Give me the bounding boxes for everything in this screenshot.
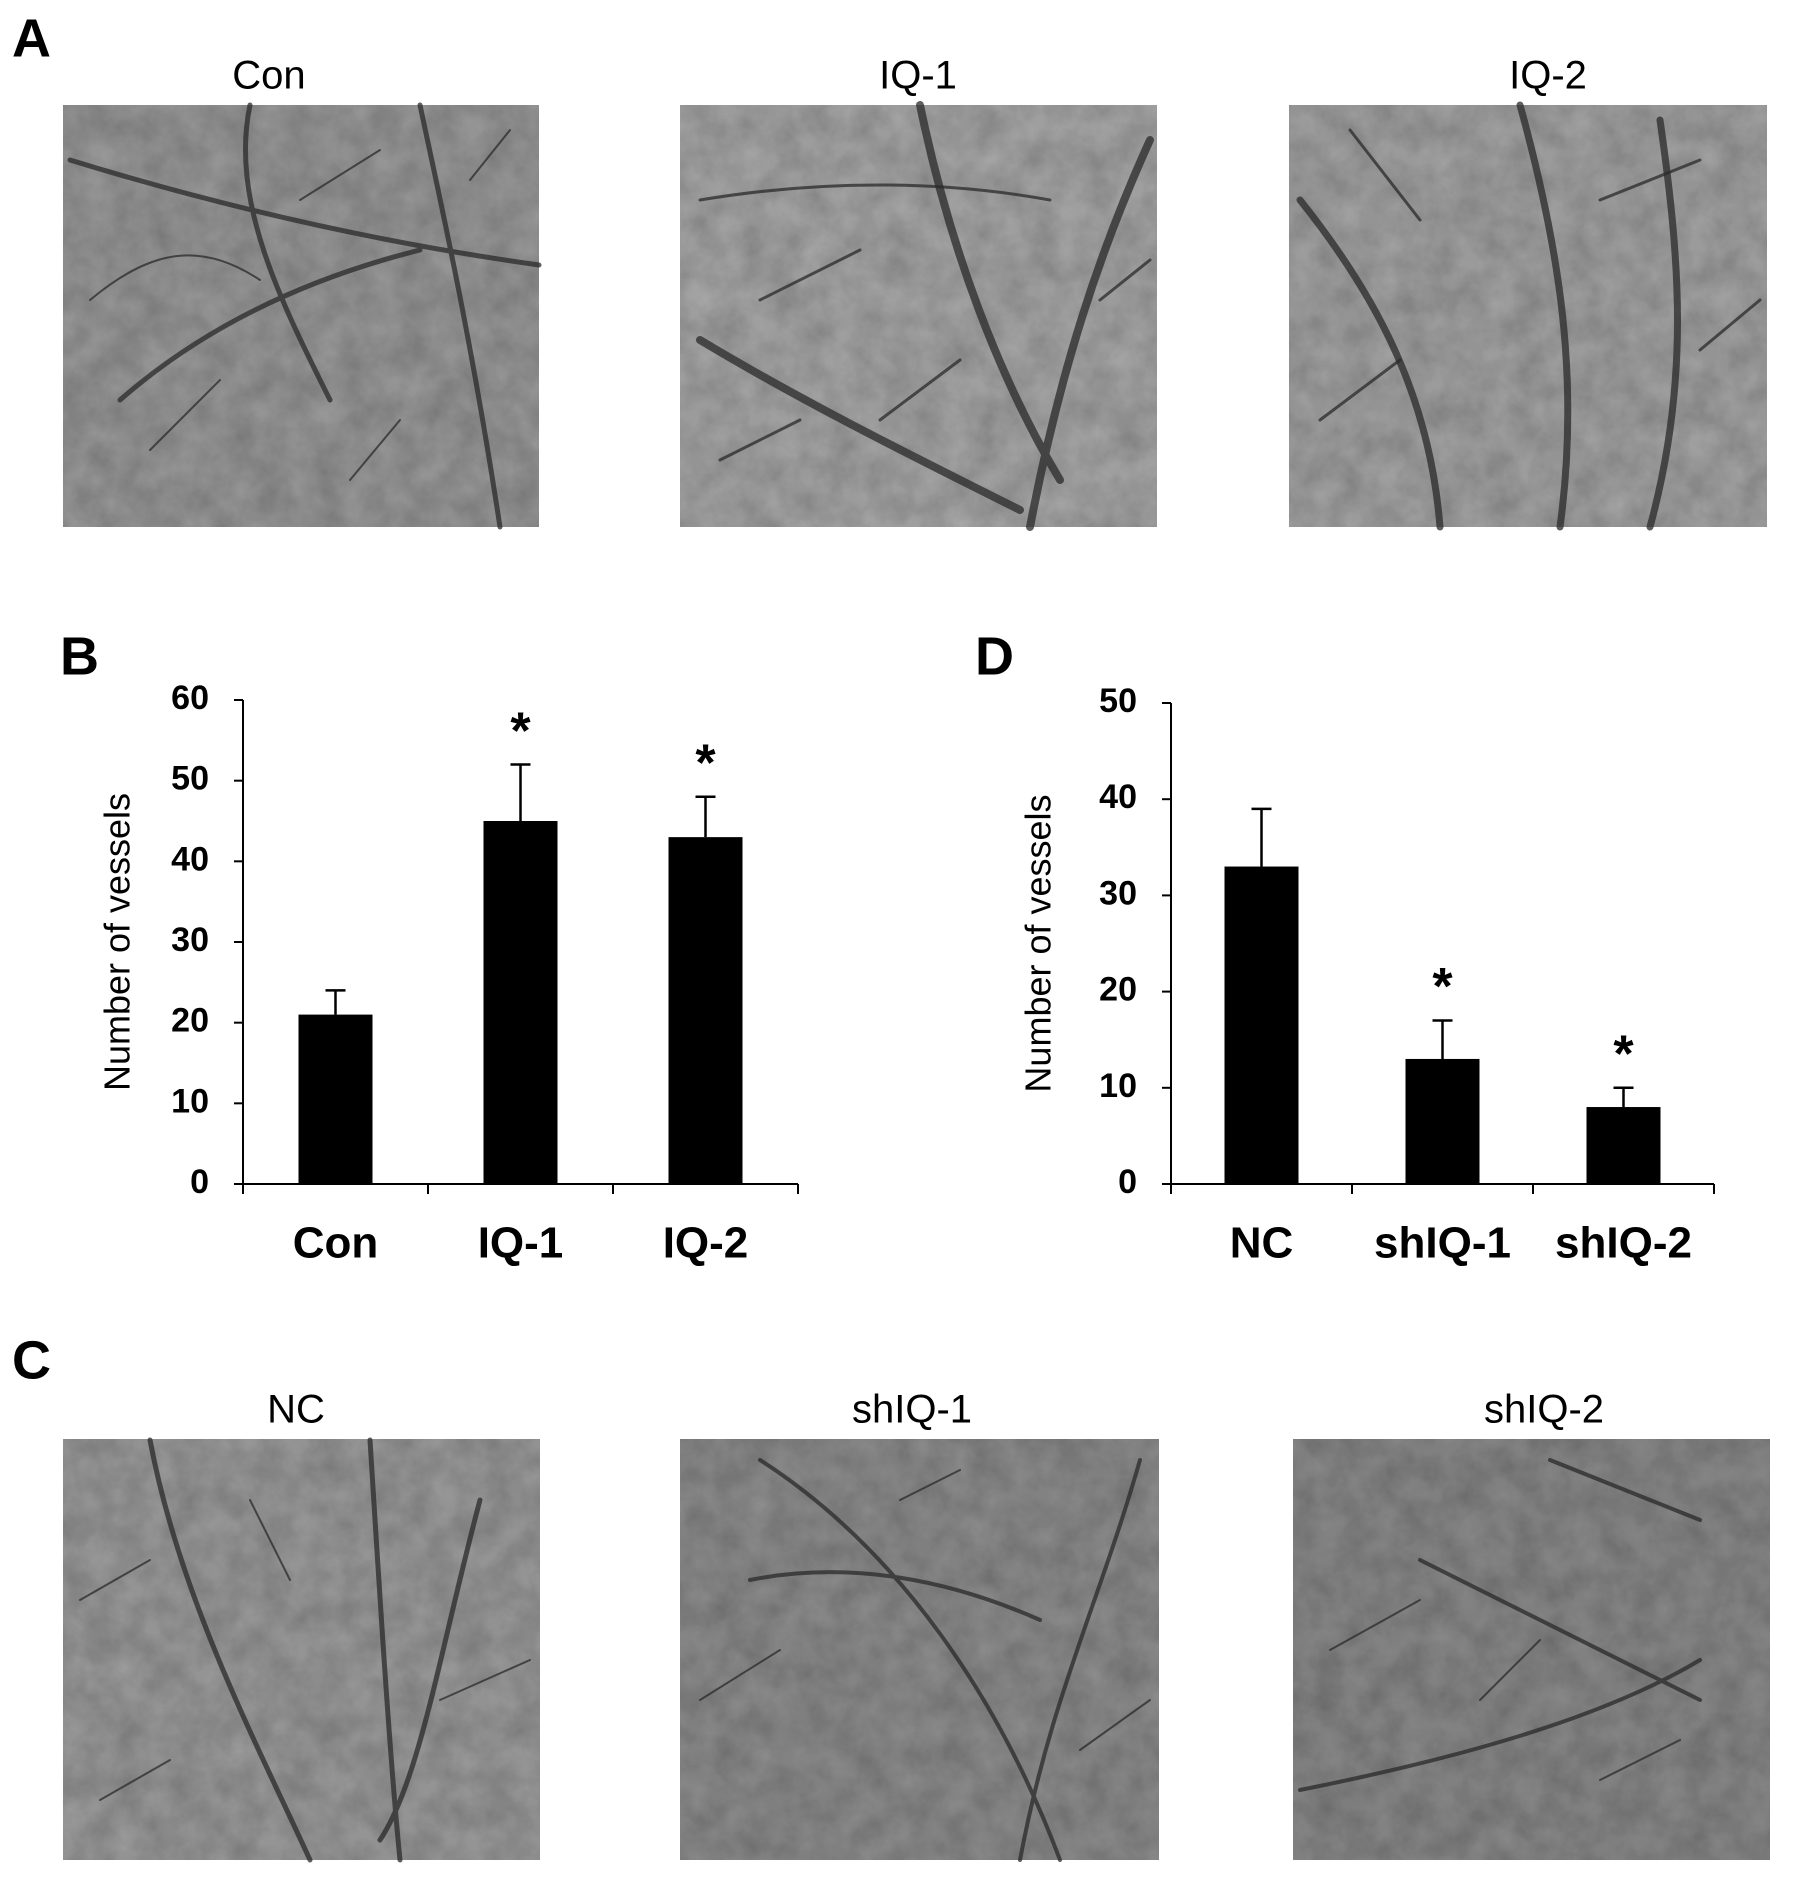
error-bar <box>695 795 716 838</box>
bar <box>1586 1107 1661 1184</box>
error-bar <box>510 763 531 821</box>
significance-marker: * <box>1432 958 1453 1016</box>
significance-marker: * <box>510 702 531 760</box>
photo <box>63 1437 540 1863</box>
photo-caption: IQ-2 <box>1509 54 1587 98</box>
y-tick-label: 20 <box>1099 971 1137 1009</box>
x-tick-label: shIQ-1 <box>1374 1219 1511 1268</box>
photo <box>1289 101 1767 531</box>
panel-label: B <box>60 626 99 686</box>
y-tick-label: 30 <box>1099 874 1137 912</box>
y-axis-label: Number of vessels <box>1018 794 1059 1092</box>
panel-label: C <box>12 1330 51 1390</box>
y-tick-label: 10 <box>1099 1067 1137 1105</box>
bar <box>1224 866 1299 1184</box>
panel-label: A <box>12 8 51 68</box>
photo-caption: Con <box>232 54 305 98</box>
x-tick-label: shIQ-2 <box>1555 1219 1692 1268</box>
photo <box>680 1439 1159 1862</box>
photo-caption: NC <box>267 1388 325 1432</box>
bar <box>483 821 558 1184</box>
error-bar <box>1251 807 1272 867</box>
error-bar <box>1613 1086 1634 1108</box>
y-tick-label: 50 <box>171 760 209 798</box>
y-tick-label: 60 <box>171 679 209 717</box>
error-bar <box>325 989 346 1015</box>
y-tick-label: 0 <box>190 1163 209 1201</box>
significance-marker: * <box>1613 1026 1634 1084</box>
y-tick-label: 40 <box>171 840 209 878</box>
y-tick-label: 0 <box>1118 1163 1137 1201</box>
photo-caption: shIQ-1 <box>852 1388 972 1432</box>
y-tick-label: 40 <box>1099 778 1137 816</box>
x-tick-label: IQ-1 <box>478 1219 564 1268</box>
bar <box>668 837 743 1184</box>
y-tick-label: 10 <box>171 1082 209 1120</box>
y-axis-label: Number of vessels <box>97 793 138 1091</box>
panel-label: D <box>975 626 1014 686</box>
y-tick-label: 30 <box>171 921 209 959</box>
significance-marker: * <box>695 735 716 793</box>
photo-caption: shIQ-2 <box>1484 1388 1604 1432</box>
x-tick-label: NC <box>1230 1219 1294 1268</box>
bar <box>298 1014 373 1184</box>
y-tick-label: 20 <box>171 1002 209 1040</box>
photo-caption: IQ-1 <box>879 54 957 98</box>
photo <box>1293 1439 1770 1860</box>
error-bar <box>1432 1019 1453 1059</box>
photo <box>63 102 542 530</box>
photo <box>680 101 1157 531</box>
y-tick-label: 50 <box>1099 682 1137 720</box>
x-tick-label: IQ-2 <box>663 1219 749 1268</box>
x-tick-label: Con <box>293 1219 379 1268</box>
bar <box>1405 1058 1480 1184</box>
